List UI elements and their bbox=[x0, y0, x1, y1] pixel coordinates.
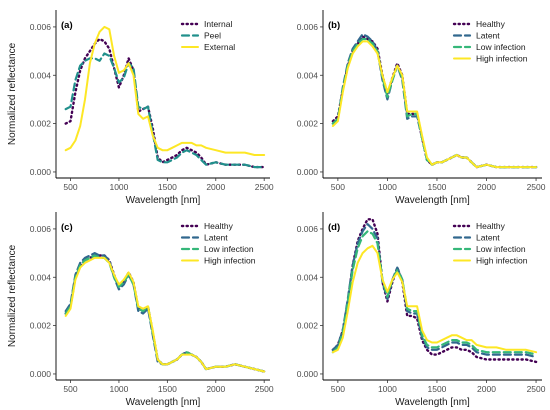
panel-label: (a) bbox=[61, 20, 73, 31]
series-line-high-infection bbox=[331, 40, 538, 169]
y-tick-label: 0.006 bbox=[297, 22, 319, 32]
y-tick-label: 0.002 bbox=[30, 321, 52, 331]
y-tick-label: 0.002 bbox=[297, 321, 319, 331]
y-tick-label: 0.002 bbox=[30, 119, 52, 129]
legend-label: High infection bbox=[204, 256, 256, 266]
x-tick-label: 2000 bbox=[206, 384, 225, 394]
panel-2: 500 1000 1500 2000 2500 0.000 0.002 0.004 0.006 (… bbox=[297, 10, 546, 206]
y-tick-label: 0.000 bbox=[297, 369, 319, 379]
x-tick-label: 1500 bbox=[158, 384, 177, 394]
panel-3: 500 1000 1500 2000 2500 0.000 0.002 0.004 0.006 (… bbox=[7, 212, 274, 408]
series-line-external bbox=[64, 25, 266, 156]
x-tick-label: 2500 bbox=[527, 182, 546, 192]
x-tick-label: 2000 bbox=[206, 182, 225, 192]
x-tick-label: 2000 bbox=[477, 384, 496, 394]
legend-label: High infection bbox=[476, 54, 528, 64]
x-tick-label: 500 bbox=[331, 384, 345, 394]
series-line-low-infection bbox=[64, 254, 266, 373]
legend-label: Peel bbox=[204, 31, 221, 41]
y-tick-label: 0.002 bbox=[297, 119, 319, 129]
series-line-high-infection bbox=[64, 256, 266, 373]
legend-label: Latent bbox=[476, 31, 500, 41]
series-line-healthy bbox=[64, 254, 266, 373]
x-tick-label: 2500 bbox=[255, 182, 274, 192]
x-tick-label: 500 bbox=[331, 182, 345, 192]
legend-label: Internal bbox=[204, 19, 232, 29]
x-axis-title: Wavelength [nm] bbox=[395, 195, 470, 206]
panel-label: (d) bbox=[328, 222, 340, 233]
y-tick-label: 0.006 bbox=[297, 224, 319, 234]
x-tick-label: 2500 bbox=[527, 384, 546, 394]
x-tick-label: 2000 bbox=[477, 182, 496, 192]
y-axis-title: Normalized reflectance bbox=[7, 244, 18, 347]
x-tick-label: 500 bbox=[63, 182, 77, 192]
panel-1: 500 1000 1500 2000 2500 0.000 0.002 0.004 0.006 (… bbox=[7, 10, 274, 206]
x-tick-label: 1000 bbox=[109, 182, 128, 192]
x-tick-label: 500 bbox=[63, 384, 77, 394]
x-axis-title: Wavelength [nm] bbox=[126, 397, 201, 408]
y-tick-label: 0.004 bbox=[30, 70, 52, 80]
legend-label: Latent bbox=[476, 233, 500, 243]
legend-label: Healthy bbox=[476, 221, 506, 231]
panel-label: (c) bbox=[61, 222, 73, 233]
y-tick-label: 0.004 bbox=[30, 272, 52, 282]
y-tick-label: 0.000 bbox=[30, 167, 52, 177]
x-axis-title: Wavelength [nm] bbox=[395, 397, 470, 408]
y-tick-label: 0.004 bbox=[297, 272, 319, 282]
x-tick-label: 1500 bbox=[427, 182, 446, 192]
legend-label: Low infection bbox=[476, 42, 526, 52]
x-tick-label: 2500 bbox=[255, 384, 274, 394]
y-tick-label: 0.000 bbox=[297, 167, 319, 177]
x-tick-label: 1000 bbox=[378, 182, 397, 192]
y-tick-label: 0.000 bbox=[30, 369, 52, 379]
legend-label: Healthy bbox=[204, 221, 234, 231]
y-tick-label: 0.004 bbox=[297, 70, 319, 80]
x-tick-label: 1000 bbox=[109, 384, 128, 394]
x-axis-title: Wavelength [nm] bbox=[126, 195, 201, 206]
series-line-latent bbox=[64, 252, 266, 373]
legend-label: Healthy bbox=[476, 19, 506, 29]
y-tick-label: 0.006 bbox=[30, 224, 52, 234]
panel-label: (b) bbox=[328, 20, 340, 31]
series-line-peel bbox=[64, 52, 266, 169]
legend-label: External bbox=[204, 42, 235, 52]
legend-label: Latent bbox=[204, 233, 228, 243]
legend-label: Low infection bbox=[476, 244, 526, 254]
y-tick-label: 0.006 bbox=[30, 22, 52, 32]
legend-label: High infection bbox=[476, 256, 528, 266]
series-line-healthy bbox=[331, 218, 538, 364]
panel-4: 500 1000 1500 2000 2500 0.000 0.002 0.004 0.006 (… bbox=[297, 212, 546, 408]
x-tick-label: 1000 bbox=[378, 384, 397, 394]
x-tick-label: 1500 bbox=[427, 384, 446, 394]
y-axis-title: Normalized reflectance bbox=[7, 42, 18, 145]
series-line-high-infection bbox=[331, 244, 538, 354]
series-line-internal bbox=[64, 37, 266, 169]
legend-label: Low infection bbox=[204, 244, 254, 254]
x-tick-label: 1500 bbox=[158, 182, 177, 192]
